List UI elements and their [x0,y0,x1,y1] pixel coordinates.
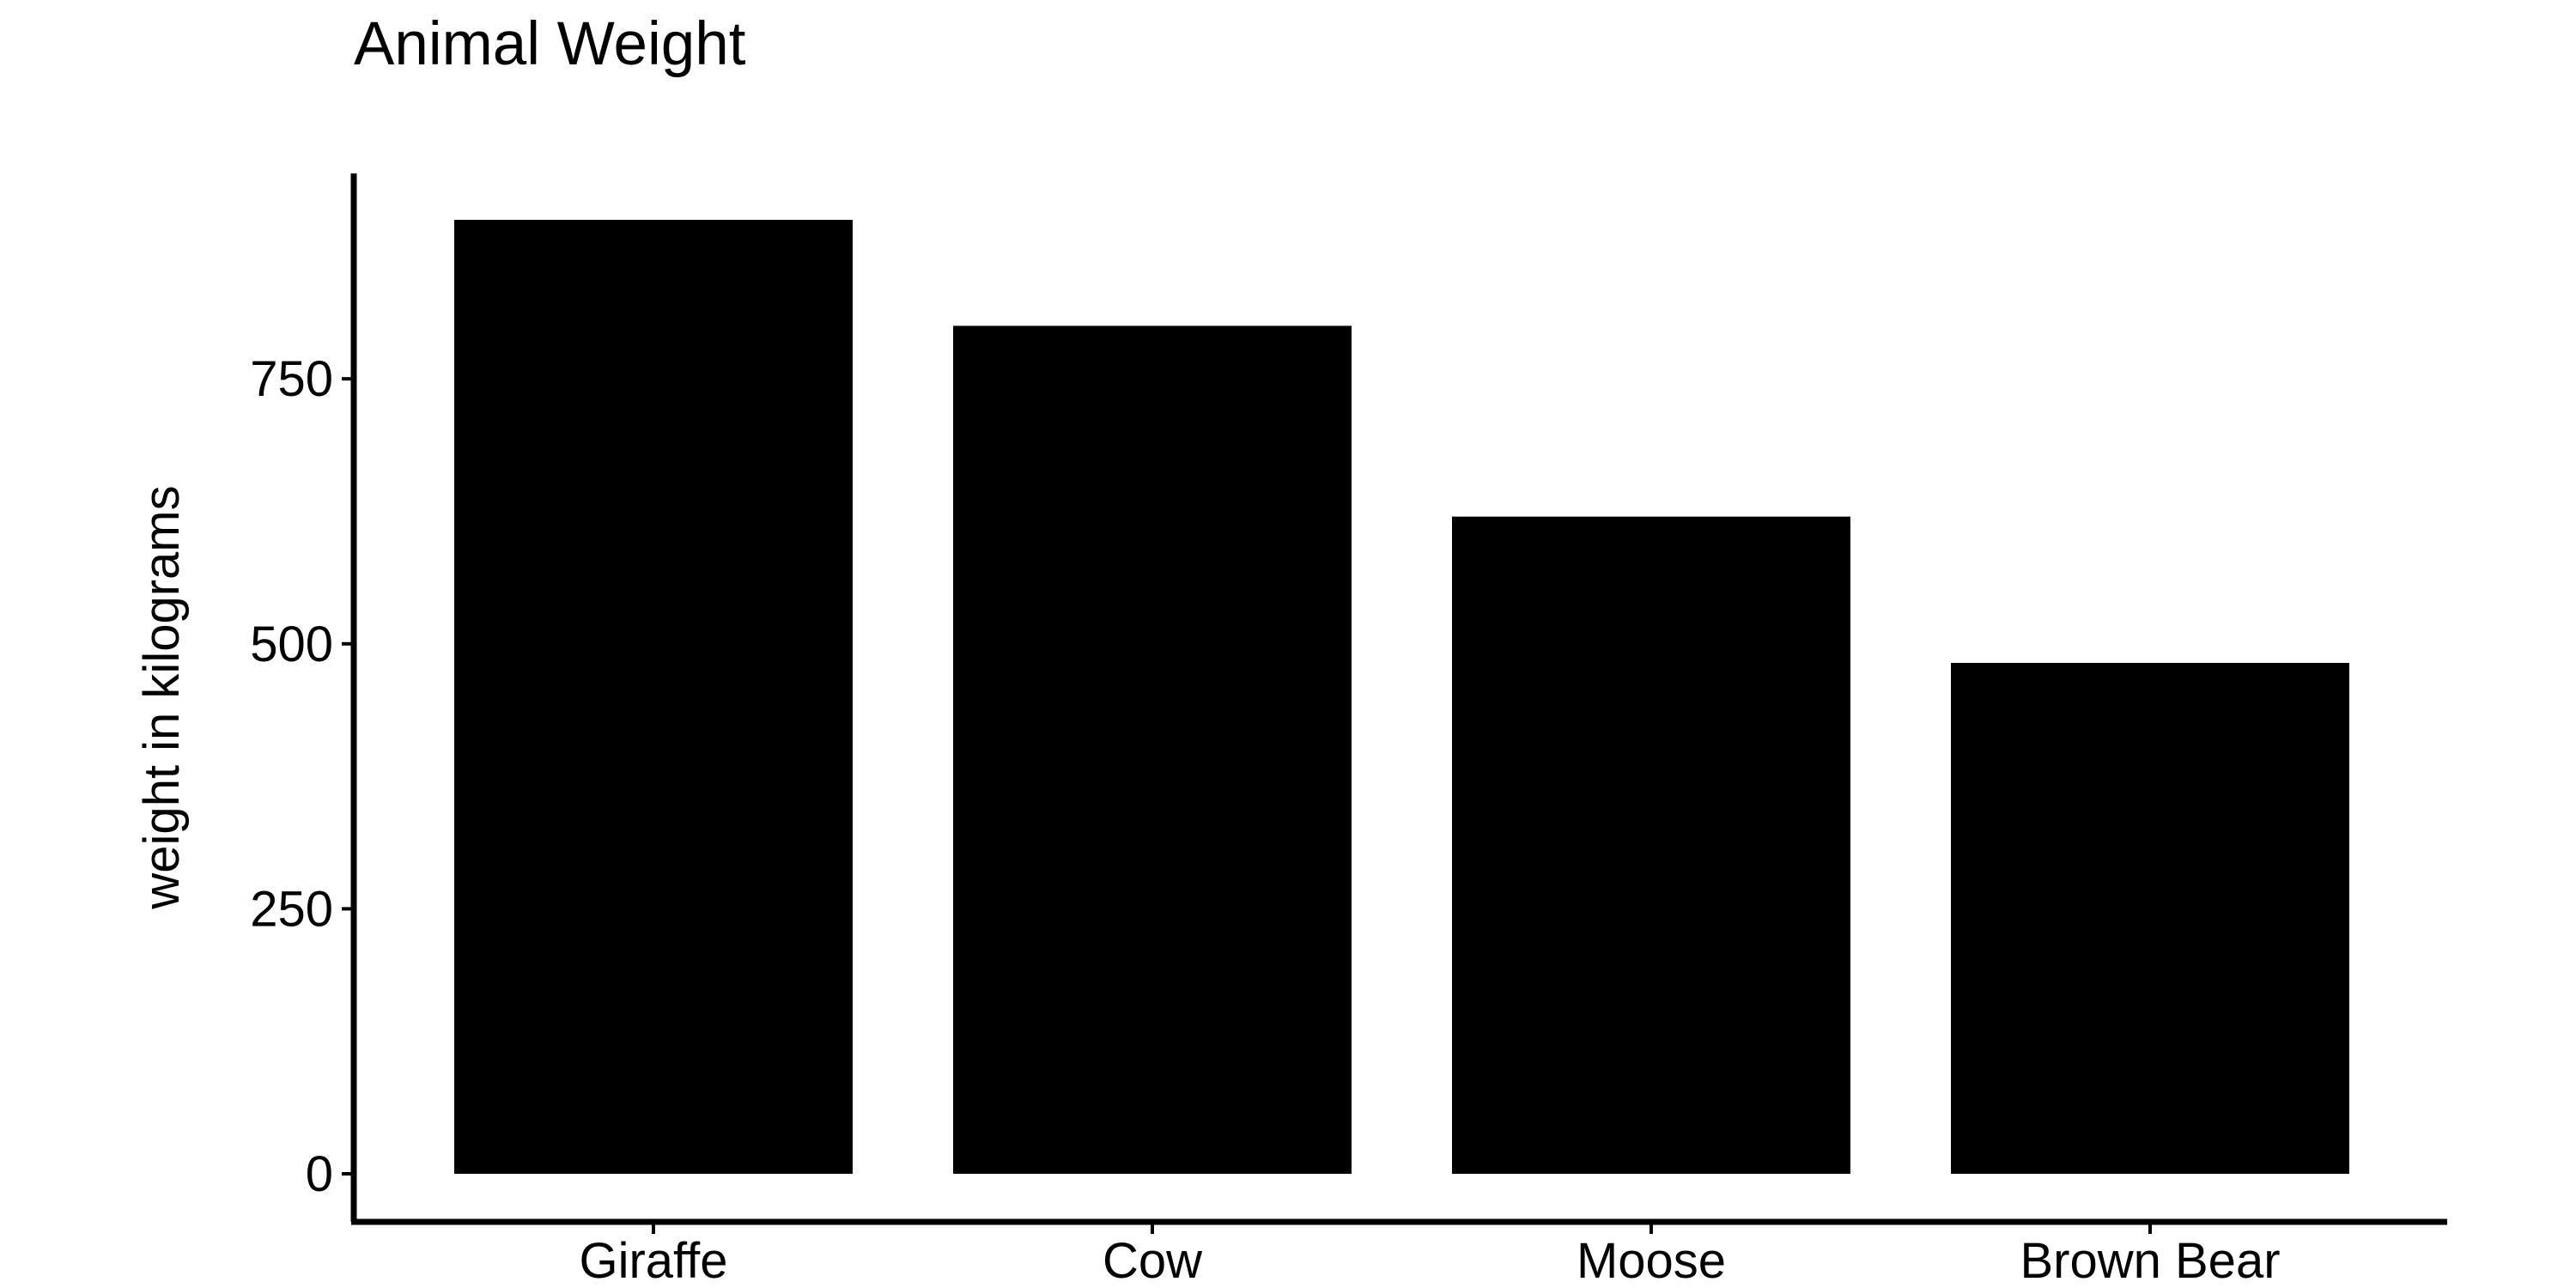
x-tick-label: Cow [1103,1233,1203,1288]
bars [454,220,2349,1174]
x-tick-label: Moose [1577,1233,1726,1288]
bar-brown-bear [1951,662,2349,1174]
x-axis-ticks: Giraffe Cow Moose Brown Bear [579,1222,2281,1288]
y-tick-label: 750 [250,351,333,407]
y-axis-ticks: 0 250 500 750 [250,351,354,1202]
chart-title: Animal Weight [354,10,746,78]
x-tick-label: Brown Bear [2020,1233,2280,1288]
y-tick-label: 500 [250,617,333,672]
bar-cow [953,325,1352,1174]
bar-moose [1452,516,1850,1174]
y-axis-label: weight in kilograms [134,485,190,909]
y-tick-label: 0 [306,1146,333,1202]
bar-giraffe [454,220,853,1174]
y-tick-label: 250 [250,881,333,937]
x-tick-label: Giraffe [579,1233,727,1288]
